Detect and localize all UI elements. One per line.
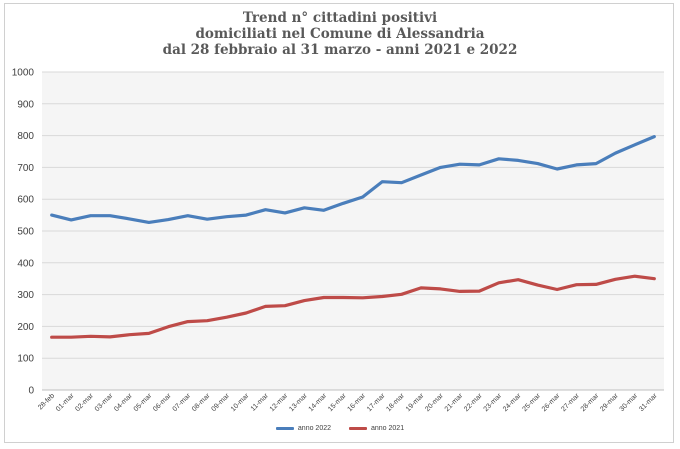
x-tick-label-16-mar: 16-mar	[346, 392, 367, 413]
y-tick-label-0: 0	[28, 386, 34, 397]
y-tick-label-400: 400	[17, 258, 34, 269]
x-tick-label-27-mar: 27-mar	[560, 392, 581, 413]
x-tick-label-30-mar: 30-mar	[619, 392, 640, 413]
x-tick-label-24-mar: 24-mar	[502, 392, 523, 413]
chart-title-line-1: Trend n° cittadini positivi	[242, 10, 438, 26]
x-tick-label-28-mar: 28-mar	[580, 392, 601, 413]
x-tick-label-31-mar: 31-mar	[638, 392, 659, 413]
y-tick-label-1000: 1000	[12, 68, 35, 79]
legend-item-2021: anno 2021	[349, 425, 404, 432]
x-tick-label-15-mar: 15-mar	[327, 392, 348, 413]
x-tick-label-04-mar: 04-mar	[113, 392, 134, 413]
x-tick-label-23-mar: 23-mar	[483, 392, 504, 413]
chart-title: Trend n° cittadini positivi domiciliati …	[0, 10, 680, 58]
legend-swatch-2021	[349, 427, 367, 430]
x-tick-label-02-mar: 02-mar	[74, 392, 95, 413]
legend-label-2021: anno 2021	[371, 425, 405, 432]
y-tick-label-500: 500	[17, 227, 34, 238]
y-tick-label-100: 100	[17, 354, 34, 365]
x-tick-label-03-mar: 03-mar	[94, 392, 115, 413]
x-tick-label-22-mar: 22-mar	[463, 392, 484, 413]
legend-swatch-2022	[275, 427, 294, 430]
x-tick-label-18-mar: 18-mar	[385, 392, 406, 413]
x-tick-label-19-mar: 19-mar	[405, 392, 426, 413]
legend-label-2022: anno 2022	[297, 425, 331, 432]
y-tick-label-300: 300	[17, 290, 34, 301]
y-tick-label-600: 600	[17, 195, 34, 206]
x-tick-label-08-mar: 08-mar	[191, 392, 212, 413]
series-line-anno-2022	[50, 135, 656, 224]
x-tick-label-12-mar: 12-mar	[269, 392, 290, 413]
series-line-anno-2021	[50, 274, 656, 339]
x-tick-label-17-mar: 17-mar	[366, 392, 387, 413]
y-tick-label-800: 800	[17, 131, 34, 142]
x-tick-label-09-mar: 09-mar	[210, 392, 231, 413]
chart-title-line-2: domiciliati nel Comune di Alessandria	[195, 26, 485, 42]
x-tick-label-07-mar: 07-mar	[172, 392, 193, 413]
x-tick-label-13-mar: 13-mar	[288, 392, 309, 413]
x-tick-label-21-mar: 21-mar	[444, 392, 465, 413]
x-tick-label-29-mar: 29-mar	[599, 392, 620, 413]
chart-title-line-3: dal 28 febbraio al 31 marzo - anni 2021 …	[162, 42, 518, 58]
y-tick-label-900: 900	[17, 99, 34, 110]
x-tick-label-28-feb: 28-feb	[37, 392, 56, 411]
x-tick-label-25-mar: 25-mar	[521, 392, 542, 413]
y-tick-label-200: 200	[17, 322, 34, 333]
x-tick-label-26-mar: 26-mar	[541, 392, 562, 413]
x-tick-label-05-mar: 05-mar	[133, 392, 154, 413]
x-tick-label-06-mar: 06-mar	[152, 392, 173, 413]
x-tick-label-14-mar: 14-mar	[308, 392, 329, 413]
y-tick-label-700: 700	[17, 163, 34, 174]
chart-legend: anno 2022 anno 2021	[0, 425, 680, 432]
legend-item-2022: anno 2022	[275, 425, 331, 432]
x-tick-label-11-mar: 11-mar	[250, 392, 271, 413]
x-tick-label-10-mar: 10-mar	[230, 392, 251, 413]
x-tick-label-01-mar: 01-mar	[55, 392, 76, 413]
x-tick-label-20-mar: 20-mar	[424, 392, 445, 413]
